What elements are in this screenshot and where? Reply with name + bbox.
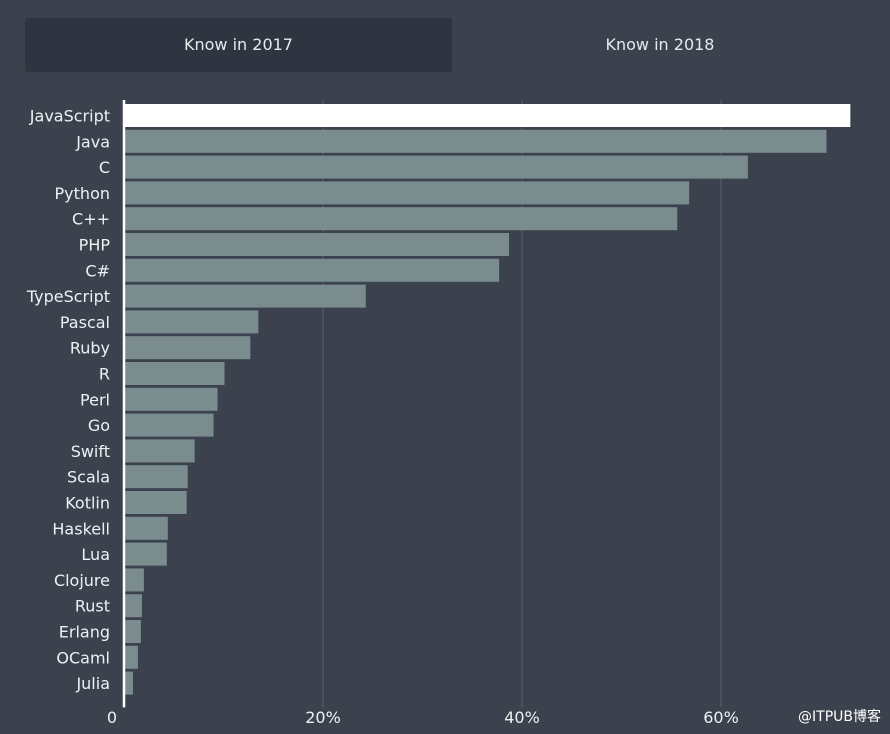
bar-kotlin (124, 491, 187, 514)
category-label: JavaScript (29, 107, 110, 126)
category-label: Go (88, 416, 110, 435)
bar-rust (124, 594, 142, 618)
category-label: Swift (71, 442, 110, 461)
bar-typescript (124, 284, 366, 308)
category-label: R (99, 365, 110, 384)
bar-c (124, 155, 748, 179)
bar-java (124, 129, 827, 153)
watermark: @ITPUB博客 (798, 709, 881, 725)
bar-perl (124, 387, 218, 411)
bar-c- (124, 207, 678, 231)
bar-go (124, 413, 214, 437)
tab-know-in-2017[interactable]: Know in 2017 (25, 18, 452, 72)
x-tick-label: 0 (107, 708, 117, 727)
bar-julia (124, 671, 133, 695)
bar-swift (124, 439, 195, 463)
bar-ruby (124, 336, 251, 360)
category-label: C (99, 158, 110, 177)
bar-php (124, 233, 510, 256)
x-tick-label: 40% (504, 708, 540, 727)
x-tick-label: 20% (305, 708, 341, 727)
category-label: Java (75, 132, 110, 151)
category-label: Perl (80, 390, 110, 409)
category-label: Rust (75, 597, 110, 616)
category-label: Lua (81, 545, 110, 564)
bar-scala (124, 465, 188, 489)
category-label: OCaml (56, 648, 110, 667)
bar-erlang (124, 620, 141, 643)
bar-javascript (124, 104, 851, 127)
bar-pascal (124, 310, 259, 334)
x-tick-label: 60% (703, 708, 739, 727)
tab-know-in-2018[interactable]: Know in 2018 (452, 18, 868, 72)
category-label: Ruby (70, 339, 110, 358)
category-label: Julia (75, 674, 110, 693)
category-label: C# (85, 261, 110, 280)
category-label: C++ (72, 210, 110, 229)
category-label: Pascal (60, 313, 110, 332)
year-tabs: Know in 2017 Know in 2018 (25, 18, 868, 72)
bar-python (124, 181, 690, 205)
category-label: Scala (67, 468, 110, 487)
category-label: Python (55, 184, 110, 203)
category-label: Erlang (59, 623, 110, 642)
category-label: Kotlin (65, 494, 110, 513)
bar-c- (124, 258, 500, 282)
bar-clojure (124, 568, 144, 592)
category-label: PHP (79, 236, 111, 255)
bar-haskell (124, 516, 168, 540)
bar-r (124, 362, 225, 385)
category-label: Haskell (52, 519, 110, 538)
bar-ocaml (124, 645, 138, 669)
bar-lua (124, 542, 167, 566)
category-label: Clojure (54, 571, 110, 590)
category-label: TypeScript (26, 287, 110, 306)
